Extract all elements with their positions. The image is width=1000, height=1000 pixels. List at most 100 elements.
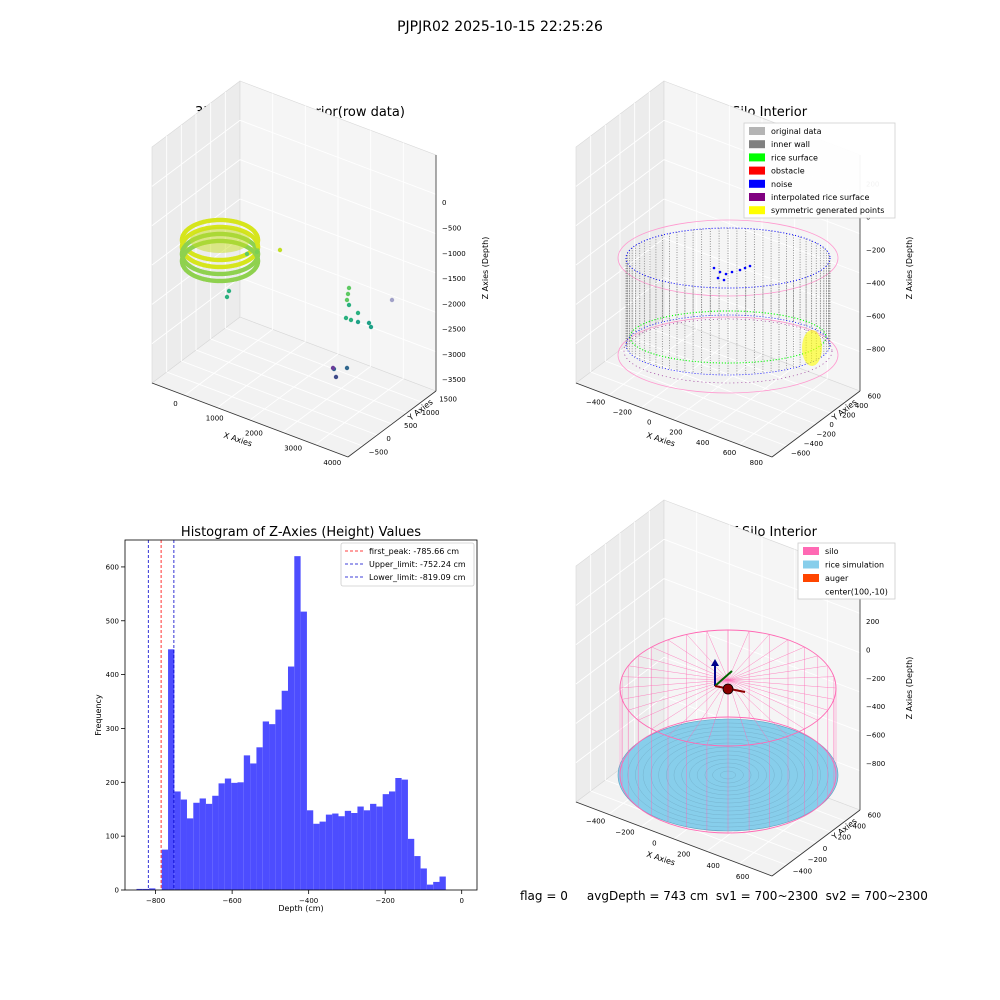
noise-ring	[625, 227, 831, 289]
x-tick-label: 400	[696, 439, 709, 447]
legend-frame	[743, 122, 896, 219]
y-tick-label: −200	[817, 431, 836, 439]
histogram-bar	[370, 803, 377, 890]
silo-roof-spoke	[667, 639, 729, 681]
legend-label: rice simulation	[825, 561, 884, 570]
data-point	[389, 297, 395, 303]
legend-frame	[340, 542, 475, 587]
legend-label: Upper_limit: -752.24 cm	[369, 560, 466, 569]
noise-point	[730, 270, 734, 274]
x-axis-label: Depth (cm)	[278, 904, 323, 913]
x-axis-line	[151, 382, 349, 458]
noise-point	[738, 268, 742, 272]
legend-swatch	[803, 560, 819, 569]
silo-simulation: 3D simulation of Silo Interior−400−20002…	[575, 499, 914, 881]
x-tick-label: 200	[677, 851, 690, 859]
histogram-bar	[168, 649, 175, 890]
x-axis-line	[575, 382, 773, 458]
y-tick-label: 600	[868, 392, 881, 400]
histogram-bar	[205, 803, 213, 890]
data-point	[255, 258, 261, 263]
silo-roof-spoke	[727, 679, 828, 711]
figure-suptitle: PJPJR02 2025-10-15 22:25:26	[397, 19, 603, 35]
histogram-bar	[281, 690, 288, 890]
z-tick-label: −2500	[442, 326, 466, 334]
silo-roof-spoke	[628, 665, 729, 681]
histogram-bar	[256, 747, 263, 890]
z-tick-label: −1500	[442, 275, 466, 283]
histogram-bar	[224, 778, 232, 890]
histogram-bar	[269, 724, 276, 890]
histogram-bar	[357, 806, 364, 890]
y-tick-label: −400	[804, 440, 823, 448]
histogram-bar	[414, 856, 421, 890]
y-tick-label: 1000	[422, 409, 440, 417]
y-axis-label: Frequency	[94, 694, 103, 736]
legend-label: center(100,-10)	[825, 588, 888, 597]
legend-label: first_peak: -785.66 cm	[369, 547, 459, 556]
gridline	[663, 538, 861, 614]
data-point	[348, 317, 354, 323]
silo-outline	[617, 316, 839, 394]
gridline	[239, 119, 437, 195]
histogram-bar	[344, 810, 352, 890]
legend-swatch	[749, 153, 765, 162]
silo-roof-spoke	[727, 634, 770, 681]
footer-status: flag = 0 avgDepth = 743 cm sv1 = 700~230…	[520, 889, 928, 903]
histogram-bar	[407, 838, 415, 890]
y-tick-label: −200	[808, 856, 827, 864]
histogram-bar	[294, 556, 301, 890]
x-tick-label: 200	[669, 429, 682, 437]
x-tick-label: 0	[652, 840, 656, 848]
y-tick-label: 100	[106, 833, 119, 841]
histogram-bar	[193, 802, 200, 890]
data-point	[254, 249, 260, 255]
histogram-bar	[231, 782, 238, 890]
legend-swatch	[749, 140, 765, 149]
z-tick-label: −800	[866, 760, 885, 768]
y-tick-label: 300	[106, 725, 119, 733]
histogram-bar	[250, 763, 257, 890]
x-axis-line	[575, 801, 773, 877]
histogram-bar	[186, 818, 194, 890]
histogram-bar	[243, 755, 251, 890]
gridline	[575, 119, 665, 187]
x-tick-label: −400	[586, 817, 605, 825]
histogram: Histogram of Z-Axies (Height) Values −800…	[94, 525, 478, 913]
y-tick-label: −500	[369, 448, 388, 456]
gridline	[649, 327, 846, 403]
histogram-bar	[275, 709, 282, 890]
legend-swatch	[749, 166, 765, 175]
x-tick-label: 600	[723, 449, 736, 457]
x-tick-label: −800	[146, 897, 165, 905]
data-point	[333, 374, 339, 380]
scatter3d-classify: 3D classify of Silo Interior−400−2000200…	[575, 80, 914, 467]
y-tick-label: 400	[855, 402, 868, 410]
data-point	[346, 285, 352, 291]
silo-roof-spoke	[706, 631, 729, 681]
histogram-bar	[426, 884, 434, 890]
histogram-bar	[389, 791, 396, 890]
legend-swatch	[803, 574, 819, 582]
histogram-bar	[149, 888, 156, 890]
data-point	[255, 237, 261, 242]
data-point	[344, 297, 350, 303]
histogram-bar	[325, 814, 333, 890]
z-tick-label: 0	[442, 199, 446, 207]
histogram-bar	[142, 888, 150, 890]
x-tick-label: 0	[173, 400, 177, 408]
data-point	[224, 294, 230, 300]
legend-label: rice surface	[771, 153, 818, 162]
z-tick-label: −1000	[442, 250, 466, 258]
legend-label: inner wall	[771, 140, 810, 149]
z-tick-label: 0	[866, 647, 870, 655]
histogram-bar	[433, 881, 440, 890]
histogram-bar	[363, 810, 371, 890]
y-tick-label: 1500	[439, 396, 457, 404]
silo-roof-spoke	[727, 679, 834, 700]
noise-point	[712, 266, 716, 270]
x-tick-label: 3000	[284, 444, 302, 452]
center-axis-y	[714, 670, 733, 687]
z-tick-label: −2000	[442, 300, 466, 308]
silo-roof-spoke	[727, 676, 834, 681]
